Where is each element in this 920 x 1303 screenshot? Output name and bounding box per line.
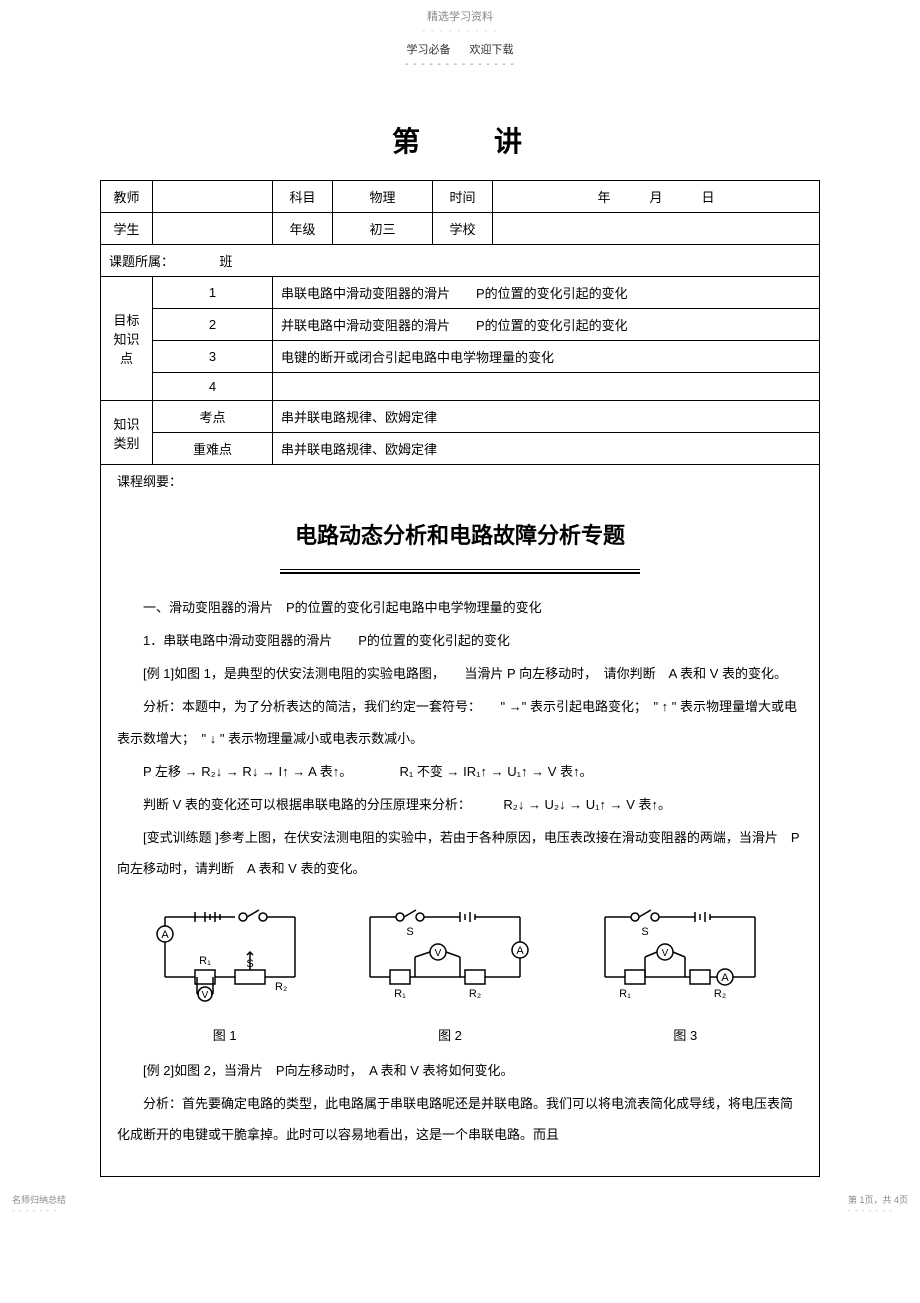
obj-num-4: 4 bbox=[153, 373, 273, 401]
value-student bbox=[153, 213, 273, 245]
fig-1: S R₁ A V R₂ 图 1 bbox=[135, 902, 315, 1050]
lecture-title: 第 讲 bbox=[0, 120, 920, 160]
footer-left: 名师归纳总结 bbox=[12, 1193, 66, 1206]
svg-text:A: A bbox=[722, 972, 730, 984]
label-time: 时间 bbox=[433, 181, 493, 213]
circuit-3-svg: S A R₂ R₁ V bbox=[585, 902, 785, 1002]
footer-dots-left: - - - - - - - bbox=[12, 1206, 66, 1215]
exam-value: 串并联电路规律、欧姆定律 bbox=[273, 401, 820, 433]
fig-1-caption: 图 1 bbox=[135, 1020, 315, 1051]
p9: 分析：首先要确定电路的类型，此电路属于串联电路呢还是并联电路。我们可以将电流表简… bbox=[117, 1088, 803, 1150]
header-dots: - - - - - - - - - bbox=[0, 26, 920, 35]
content-body: 电路动态分析和电路故障分析专题 一、滑动变阻器的滑片 P的位置的变化引起电路中电… bbox=[100, 490, 820, 1177]
figure-row: S R₁ A V R₂ 图 1 bbox=[117, 902, 803, 1050]
obj-4 bbox=[273, 373, 820, 401]
info-table: 教师 科目 物理 时间 年 月 日 学生 年级 初三 学校 课题所属： 班 目标… bbox=[100, 180, 820, 465]
p8: [例 2]如图 2，当滑片 P向左移动时， A 表和 V 表将如何变化。 bbox=[117, 1055, 803, 1086]
value-school bbox=[493, 213, 820, 245]
svg-text:R₁: R₁ bbox=[619, 988, 631, 1000]
outline-label: 课程纲要： bbox=[100, 465, 820, 490]
svg-text:R₁: R₁ bbox=[394, 988, 406, 1000]
obj-num-3: 3 bbox=[153, 341, 273, 373]
label-student: 学生 bbox=[101, 213, 153, 245]
svg-text:R₂: R₂ bbox=[275, 981, 287, 993]
p5-b: R₁ 不变 → IR₁↑ → U₁↑ → V 表↑。 bbox=[399, 764, 592, 779]
topic-row: 课题所属： 班 bbox=[101, 245, 820, 277]
svg-text:R₂: R₂ bbox=[469, 988, 481, 1000]
doc-header-top: 精选学习资料 bbox=[0, 0, 920, 24]
svg-text:V: V bbox=[435, 948, 442, 959]
p1: 一、滑动变阻器的滑片 P的位置的变化引起电路中电学物理量的变化 bbox=[117, 592, 803, 623]
value-date: 年 月 日 bbox=[493, 181, 820, 213]
svg-text:R₁: R₁ bbox=[199, 955, 211, 967]
key-label: 重难点 bbox=[153, 433, 273, 465]
p4: 分析：本题中，为了分析表达的简洁，我们约定一套符号： " →" 表示引起电路变化… bbox=[117, 691, 803, 753]
section-title: 电路动态分析和电路故障分析专题 bbox=[117, 510, 803, 563]
label-school: 学校 bbox=[433, 213, 493, 245]
exam-label: 考点 bbox=[153, 401, 273, 433]
p7: [变式训练题 ]参考上图，在伏安法测电阻的实验中，若由于各种原因，电压表改接在滑… bbox=[117, 822, 803, 884]
obj-num-1: 1 bbox=[153, 277, 273, 309]
svg-text:V: V bbox=[201, 990, 208, 1001]
page-footer: 名师归纳总结 - - - - - - - 第 1页，共 4页 - - - - -… bbox=[0, 1177, 920, 1221]
category-label: 知识类别 bbox=[101, 401, 153, 465]
sub-header-1: 学习必备 bbox=[406, 44, 450, 56]
value-grade: 初三 bbox=[333, 213, 433, 245]
p5: P 左移 → R₂↓ → R↓ → I↑ → A 表↑。 R₁ 不变 → IR₁… bbox=[117, 756, 803, 787]
objectives-label: 目标知识点 bbox=[101, 277, 153, 401]
svg-text:R₂: R₂ bbox=[714, 988, 726, 1000]
obj-1: 串联电路中滑动变阻器的滑片 P的位置的变化引起的变化 bbox=[273, 277, 820, 309]
header-dash: - - - - - - - - - - - - - - bbox=[0, 59, 920, 70]
obj-num-2: 2 bbox=[153, 309, 273, 341]
svg-text:A: A bbox=[516, 945, 524, 957]
obj-2: 并联电路中滑动变阻器的滑片 P的位置的变化引起的变化 bbox=[273, 309, 820, 341]
circuit-2-svg: S A R₂ R₁ V bbox=[350, 902, 550, 1002]
title-underline bbox=[280, 569, 640, 574]
svg-text:A: A bbox=[161, 929, 169, 941]
key-value: 串并联电路规律、欧姆定律 bbox=[273, 433, 820, 465]
p2: 1．串联电路中滑动变阻器的滑片 P的位置的变化引起的变化 bbox=[117, 625, 803, 656]
label-teacher: 教师 bbox=[101, 181, 153, 213]
svg-text:S: S bbox=[642, 926, 649, 938]
fig-2-caption: 图 2 bbox=[350, 1020, 550, 1051]
p5-a: P 左移 → R₂↓ → R↓ → I↑ → A 表↑。 bbox=[143, 764, 352, 779]
fig-3: S A R₂ R₁ V bbox=[585, 902, 785, 1050]
obj-3: 电键的断开或闭合引起电路中电学物理量的变化 bbox=[273, 341, 820, 373]
p3: [例 1]如图 1，是典型的伏安法测电阻的实验电路图， 当滑片 P 向左移动时，… bbox=[117, 658, 803, 689]
fig-2: S A R₂ R₁ V bbox=[350, 902, 550, 1050]
doc-sub-header: 学习必备 欢迎下载 bbox=[0, 41, 920, 57]
label-grade: 年级 bbox=[273, 213, 333, 245]
value-subject: 物理 bbox=[333, 181, 433, 213]
sub-header-2: 欢迎下载 bbox=[470, 44, 514, 56]
svg-text:V: V bbox=[662, 948, 669, 959]
circuit-1-svg: S R₁ A V R₂ bbox=[135, 902, 315, 1002]
footer-dots-right: - - - - - - - bbox=[848, 1206, 908, 1215]
value-teacher bbox=[153, 181, 273, 213]
svg-text:S: S bbox=[406, 926, 413, 938]
fig-3-caption: 图 3 bbox=[585, 1020, 785, 1051]
label-subject: 科目 bbox=[273, 181, 333, 213]
p6: 判断 V 表的变化还可以根据串联电路的分压原理来分析： R₂↓ → U₂↓ → … bbox=[117, 789, 803, 820]
footer-right: 第 1页，共 4页 bbox=[848, 1193, 908, 1206]
